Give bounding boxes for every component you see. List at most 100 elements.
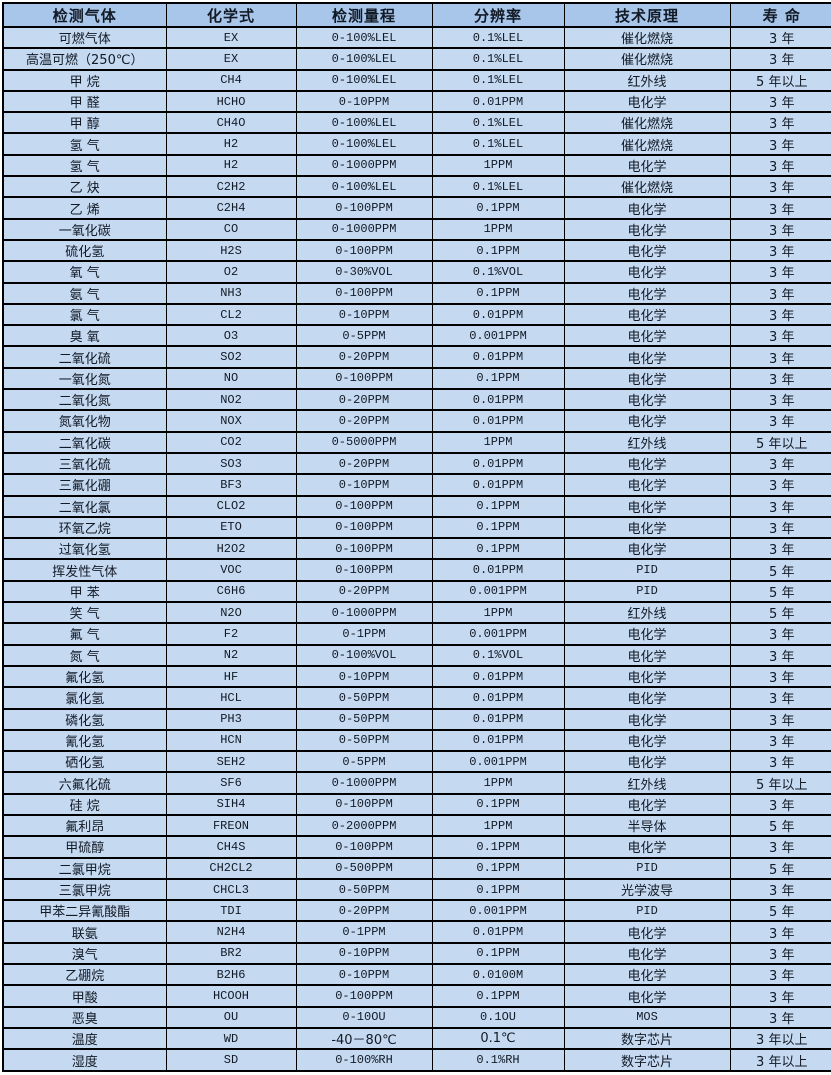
table-cell: 可燃气体 xyxy=(2,25,167,50)
table-body: 可燃气体 EX 0-100%LEL 0.1%LEL 催化燃烧 3 年高温可燃（250℃） E… xyxy=(2,25,831,1072)
column-header: 分辨率 xyxy=(431,2,565,28)
table-cell: 0-20PPM xyxy=(295,345,433,369)
table-cell: 0-100PPM xyxy=(295,494,433,518)
table-cell: 二氯甲烷 xyxy=(2,856,167,880)
table-row: 二氯甲烷 CH2CL2 0-500PPM 0.1PPM PID 5 年 xyxy=(2,856,831,880)
table-cell: 3 年 xyxy=(729,494,831,518)
table-cell: 湿度 xyxy=(2,1048,167,1072)
table-cell: 数字芯片 xyxy=(563,1048,731,1072)
table-cell: BR2 xyxy=(165,941,297,966)
table-cell: 二氧化硫 xyxy=(2,345,167,369)
table-row: 可燃气体 EX 0-100%LEL 0.1%LEL 催化燃烧 3 年 xyxy=(2,25,831,50)
table-cell: PID xyxy=(563,558,731,582)
table-cell: 电化学 xyxy=(563,728,731,753)
table-cell: 电化学 xyxy=(563,217,731,241)
table-cell: 氯 气 xyxy=(2,302,167,327)
table-cell: 3 年 xyxy=(729,835,831,859)
table-cell: 一氧化氮 xyxy=(2,366,167,391)
table-cell: 0.01PPM xyxy=(431,89,565,114)
table-cell: 0-20PPM xyxy=(295,388,433,412)
table-cell: 0.001PPM xyxy=(431,622,565,646)
table-cell: 电化学 xyxy=(563,537,731,561)
table-row: 二氧化氯 CLO2 0-100PPM 0.1PPM 电化学 3 年 xyxy=(2,494,831,518)
table-cell: 3 年 xyxy=(729,622,831,646)
table-row: 一氧化碳 CO 0-1000PPM 1PPM 电化学 3 年 xyxy=(2,217,831,241)
table-cell: 0-100%VOL xyxy=(295,643,433,667)
table-cell: 3 年 xyxy=(729,643,831,667)
table-cell: 3 年 xyxy=(729,260,831,284)
column-header: 检测量程 xyxy=(295,2,433,28)
table-cell: 电化学 xyxy=(563,260,731,284)
table-cell: 3 年 xyxy=(729,409,831,433)
table-cell: 催化燃烧 xyxy=(563,25,731,50)
table-cell: 0.1%LEL xyxy=(431,25,565,50)
table-cell: 硫化氢 xyxy=(2,238,167,263)
table-row: 高温可燃（250℃） EX 0-100%LEL 0.1%LEL 催化燃烧 3 年 xyxy=(2,47,831,71)
table-cell: MOS xyxy=(563,1005,731,1029)
table-cell: 数字芯片 xyxy=(563,1026,731,1051)
table-row: 三氧化硫 SO3 0-20PPM 0.01PPM 电化学 3 年 xyxy=(2,451,831,476)
table-cell: 3 年 xyxy=(729,537,831,561)
table-cell: PID xyxy=(563,856,731,880)
table-cell: 电化学 xyxy=(563,792,731,816)
table-row: 环氧乙烷 ETO 0-100PPM 0.1PPM 电化学 3 年 xyxy=(2,515,831,540)
table-cell: 0-100PPM xyxy=(295,792,433,816)
table-cell: 0-100%LEL xyxy=(295,68,433,92)
table-cell: 磷化氢 xyxy=(2,707,167,731)
table-cell: 硒化氢 xyxy=(2,750,167,774)
table-cell: 3 年 xyxy=(729,473,831,497)
table-cell: 0-10PPM xyxy=(295,963,433,987)
table-row: 氯 气 CL2 0-10PPM 0.01PPM 电化学 3 年 xyxy=(2,302,831,327)
table-cell: 3 年 xyxy=(729,750,831,774)
table-cell: 氢 气 xyxy=(2,153,167,178)
table-cell: 0.01PPM xyxy=(431,728,565,753)
table-cell: 电化学 xyxy=(563,664,731,689)
table-cell: 电化学 xyxy=(563,707,731,731)
table-cell: O2 xyxy=(165,260,297,284)
table-cell: 0.1PPM xyxy=(431,537,565,561)
table-cell: 0.1%LEL xyxy=(431,175,565,199)
table-cell: 电化学 xyxy=(563,388,731,412)
table-cell: 5 年 xyxy=(729,601,831,625)
table-cell: 0-1000PPM xyxy=(295,153,433,178)
table-cell: 0-100PPM xyxy=(295,196,433,220)
table-cell: 3 年 xyxy=(729,89,831,114)
table-cell: CH4O xyxy=(165,111,297,135)
table-cell: N2O xyxy=(165,601,297,625)
table-cell: 0-50PPM xyxy=(295,686,433,710)
table-cell: NO xyxy=(165,366,297,391)
table-cell: 3 年 xyxy=(729,153,831,178)
table-row: 甲 醇 CH4O 0-100%LEL 0.1%LEL 催化燃烧 3 年 xyxy=(2,111,831,135)
table-cell: 3 年 xyxy=(729,281,831,305)
table-cell: 3 年 xyxy=(729,686,831,710)
table-cell: 电化学 xyxy=(563,515,731,540)
table-cell: 一氧化碳 xyxy=(2,217,167,241)
table-row: 氟 气 F2 0-1PPM 0.001PPM 电化学 3 年 xyxy=(2,622,831,646)
table-cell: 电化学 xyxy=(563,238,731,263)
table-cell: FREON xyxy=(165,813,297,838)
table-cell: C2H4 xyxy=(165,196,297,220)
table-cell: ETO xyxy=(165,515,297,540)
table-cell: EX xyxy=(165,25,297,50)
table-cell: O3 xyxy=(165,324,297,348)
table-row: 甲 醛 HCHO 0-10PPM 0.01PPM 电化学 3 年 xyxy=(2,89,831,114)
table-cell: 0-1000PPM xyxy=(295,217,433,241)
table-cell: 5 年以上 xyxy=(729,430,831,454)
table-cell: CLO2 xyxy=(165,494,297,518)
table-row: 氨 气 NH3 0-100PPM 0.1PPM 电化学 3 年 xyxy=(2,281,831,305)
table-row: 甲苯二异氰酸酯 TDI 0-20PPM 0.001PPM PID 5 年 xyxy=(2,899,831,923)
table-cell: 电化学 xyxy=(563,345,731,369)
table-cell: 0-100PPM xyxy=(295,984,433,1008)
table-cell: SO2 xyxy=(165,345,297,369)
table-cell: N2 xyxy=(165,643,297,667)
table-row: 氯化氢 HCL 0-50PPM 0.01PPM 电化学 3 年 xyxy=(2,686,831,710)
table-cell: 1PPM xyxy=(431,430,565,454)
table-cell: 0-100PPM xyxy=(295,366,433,391)
table-cell: 3 年 xyxy=(729,877,831,902)
table-cell: C6H6 xyxy=(165,579,297,604)
header-row: 检测气体 化学式 检测量程 分辨率 技术原理寿 命 xyxy=(2,2,831,28)
table-row: 二氧化碳 CO2 0-5000PPM 1PPM 红外线 5 年以上 xyxy=(2,430,831,454)
table-cell: EX xyxy=(165,47,297,71)
table-cell: 3 年 xyxy=(729,238,831,263)
table-row: 三氯甲烷 CHCL3 0-50PPM 0.1PPM 光学波导 3 年 xyxy=(2,877,831,902)
